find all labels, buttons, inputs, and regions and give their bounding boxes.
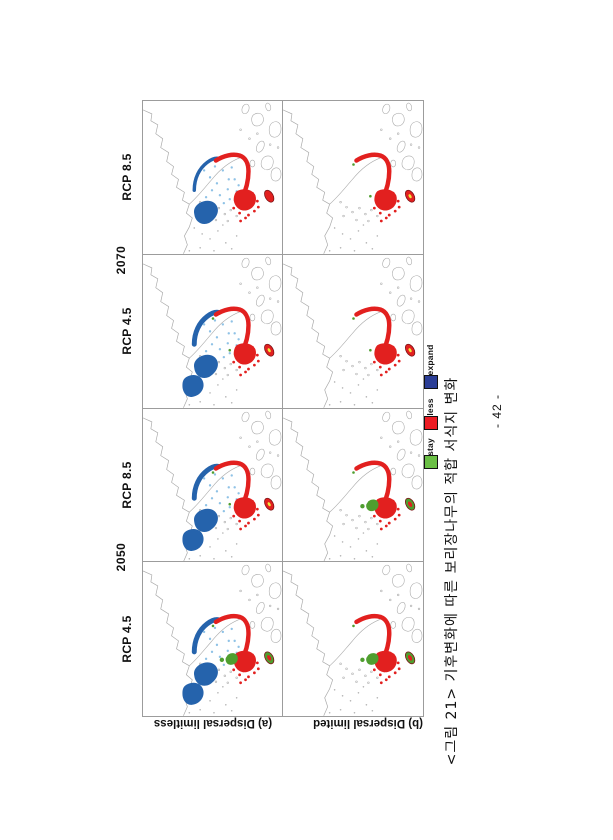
scenario-label-2050-rcp85: RCP 8.5 xyxy=(120,461,134,509)
map-panel-2070-rcp85-limited xyxy=(283,101,423,255)
map-plot xyxy=(283,564,423,716)
figure-map-grid xyxy=(142,100,424,717)
map-panel-2050-rcp45-limitless xyxy=(143,562,283,716)
map-plot xyxy=(283,102,423,254)
legend-label-less: less xyxy=(425,398,435,416)
map-panel-2070-rcp45-limitless xyxy=(143,254,283,409)
map-plot xyxy=(283,410,423,562)
scenario-label-2070-rcp85: RCP 8.5 xyxy=(120,153,134,201)
figure-caption: <그림 21> 기후변화에 따른 보리장나무의 적합 서식지 변화 xyxy=(444,376,460,766)
map-plot xyxy=(283,256,423,408)
map-panel-2070-rcp45-limited xyxy=(283,254,423,409)
dispersal-label-limited: (b) Dispersal limited xyxy=(313,717,423,729)
scenario-label-2070-rcp45: RCP 4.5 xyxy=(120,307,134,355)
legend-label-expand: expand xyxy=(425,344,435,376)
map-panel-2050-rcp85-limited xyxy=(283,408,423,563)
map-plot xyxy=(143,102,282,254)
legend-swatch-stay xyxy=(424,455,438,469)
legend-label-stay: stay xyxy=(425,438,435,456)
year-group-label-2050: 2050 xyxy=(114,542,128,572)
scenario-label-2050-rcp45: RCP 4.5 xyxy=(120,615,134,663)
map-panel-2050-rcp85-limitless xyxy=(143,408,283,563)
map-panel-2070-rcp85-limitless xyxy=(143,101,283,255)
map-plot xyxy=(143,256,282,408)
legend-swatch-expand xyxy=(424,375,438,389)
year-group-label-2070: 2070 xyxy=(114,245,128,275)
dispersal-label-limitless: (a) Dispersal limitless xyxy=(153,717,273,729)
map-plot xyxy=(143,410,282,562)
map-panel-2050-rcp45-limited xyxy=(283,562,423,716)
map-plot xyxy=(143,564,282,716)
page-number: - 42 - xyxy=(490,393,504,429)
legend-swatch-less xyxy=(424,416,438,430)
